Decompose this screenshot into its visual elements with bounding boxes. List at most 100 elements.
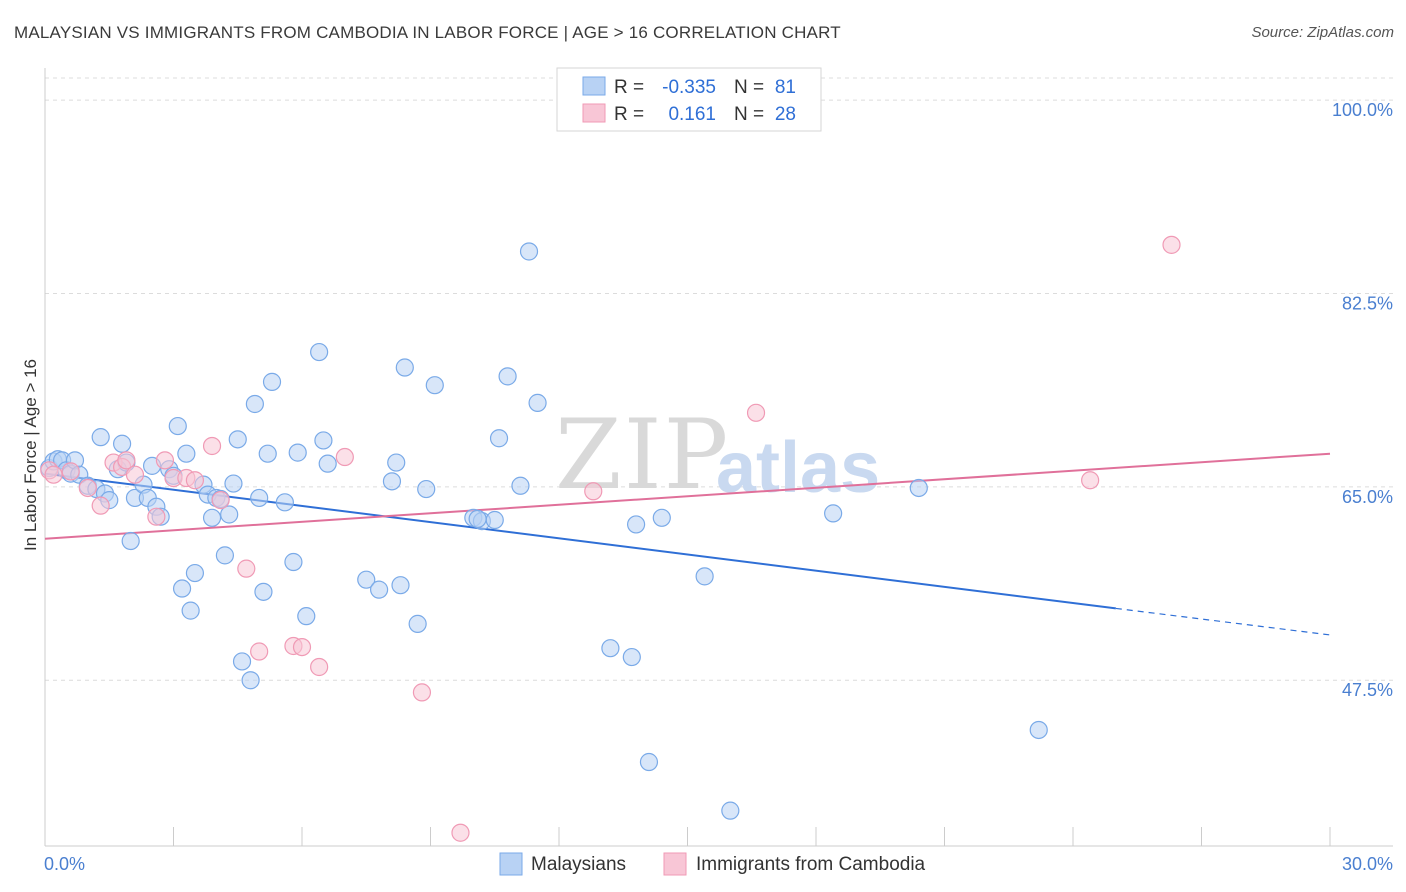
legend-n-label-2: N = (734, 104, 764, 125)
y-tick-label: 47.5% (1342, 680, 1393, 700)
cambodia-point (412, 683, 432, 702)
malaysian-point (245, 394, 264, 414)
y-tick-label: 65.0% (1342, 487, 1393, 507)
x-tick-label-max: 30.0% (1342, 854, 1393, 874)
watermark-atlas: atlas (716, 428, 880, 508)
malaysian-point (485, 510, 504, 530)
malaysian-point (228, 430, 247, 449)
cambodia-point (310, 657, 329, 677)
malaysian-point (258, 444, 277, 463)
cambodia-point (125, 465, 145, 484)
legend-n-label-1: N = (734, 77, 764, 98)
malaysian-point (181, 601, 200, 620)
malaysian-point (215, 546, 234, 565)
y-tick-label: 100.0% (1332, 100, 1393, 120)
legend-swatch-malaysians (582, 76, 606, 96)
malaysian-point (391, 576, 410, 595)
malaysian-point (382, 472, 402, 491)
malaysian-point (318, 454, 337, 473)
bottom-legend-malaysians: Malaysians (531, 854, 626, 875)
cambodia-point (250, 642, 269, 661)
malaysian-point (288, 443, 307, 462)
malaysian-point (498, 367, 517, 386)
y-axis-label: In Labor Force | Age > 16 (21, 359, 40, 551)
malaysian-point (511, 476, 530, 495)
malaysian-point (220, 505, 239, 524)
bottom-legend-cambodia: Immigrants from Cambodia (696, 854, 926, 875)
malaysian-point (622, 647, 641, 667)
malaysian-point (408, 614, 427, 633)
malaysian-point (168, 416, 187, 436)
malaysian-point (1029, 720, 1048, 740)
malaysian-trend-extension (1115, 607, 1331, 636)
malaysian-point (224, 474, 243, 493)
cambodia-point (202, 436, 222, 456)
malaysian-point (241, 671, 260, 690)
cambodia-point (1081, 471, 1100, 490)
cambodia-point (237, 559, 256, 578)
malaysian-point (370, 580, 389, 599)
bottom-legend-swatch-malaysians (499, 852, 523, 876)
chart-title: MALAYSIAN VS IMMIGRANTS FROM CAMBODIA IN… (14, 23, 841, 42)
malaysian-point (425, 376, 444, 395)
watermark: ZIP atlas (555, 399, 880, 511)
malaysian-point (262, 372, 282, 391)
malaysian-point (909, 478, 928, 498)
malaysian-point (395, 358, 414, 377)
malaysian-point (275, 493, 294, 512)
cambodia-point (335, 447, 354, 467)
watermark-zip: ZIP (555, 399, 730, 511)
malaysian-point (528, 393, 547, 412)
malaysian-point (639, 752, 659, 772)
cambodia-trend-line (44, 452, 1331, 540)
malaysian-point (112, 434, 132, 453)
malaysian-point (310, 342, 329, 362)
cambodia-point (78, 478, 97, 498)
legend-r-label-2: R = (614, 104, 644, 125)
x-tick-label-min: 0.0% (44, 854, 85, 874)
cambodia-point (117, 451, 136, 470)
malaysian-point (297, 607, 316, 626)
cambodia-point (91, 496, 110, 515)
malaysian-point (202, 508, 222, 527)
cambodia-point (44, 465, 63, 484)
legend-swatch-cambodia (582, 103, 606, 123)
cambodia-point (292, 637, 312, 657)
cambodia-point (185, 471, 205, 490)
malaysian-point (284, 552, 303, 572)
malaysian-point (314, 431, 333, 450)
malaysian-point (387, 453, 406, 472)
cambodia-point (61, 462, 80, 481)
legend-r-value-1: -0.335 (662, 77, 716, 98)
malaysian-point (468, 509, 487, 529)
malaysian-point (357, 570, 376, 589)
malaysian-point (121, 531, 140, 551)
y-tick-label: 82.5% (1342, 293, 1393, 313)
series-legend: Malaysians Immigrants from Cambodia (499, 852, 926, 876)
stats-legend: R = -0.335 N = 81 R = 0.161 N = 28 (556, 67, 822, 132)
cambodia-point (451, 823, 470, 842)
malaysian-point (824, 504, 843, 523)
legend-r-label-1: R = (614, 77, 644, 98)
malaysian-point (519, 242, 539, 261)
malaysian-point (695, 567, 714, 586)
cambodia-point (746, 403, 766, 422)
cambodia-point (155, 451, 175, 470)
malaysian-point (177, 444, 196, 463)
legend-n-value-1: 81 (775, 77, 796, 98)
malaysian-point (417, 479, 436, 499)
legend-n-value-2: 28 (775, 104, 796, 125)
cambodia-point (147, 507, 166, 526)
malaysian-point (626, 515, 646, 534)
cambodia-point (211, 491, 230, 510)
cambodia-point (1162, 235, 1181, 254)
malaysian-point (91, 428, 110, 447)
malaysian-point (721, 801, 740, 820)
malaysian-point (185, 563, 205, 583)
malaysian-point (601, 639, 620, 658)
malaysian-point (652, 508, 671, 527)
source-label: Source: ZipAtlas.com (1251, 24, 1394, 41)
bottom-legend-swatch-cambodia (663, 852, 687, 876)
malaysian-point (489, 429, 509, 448)
